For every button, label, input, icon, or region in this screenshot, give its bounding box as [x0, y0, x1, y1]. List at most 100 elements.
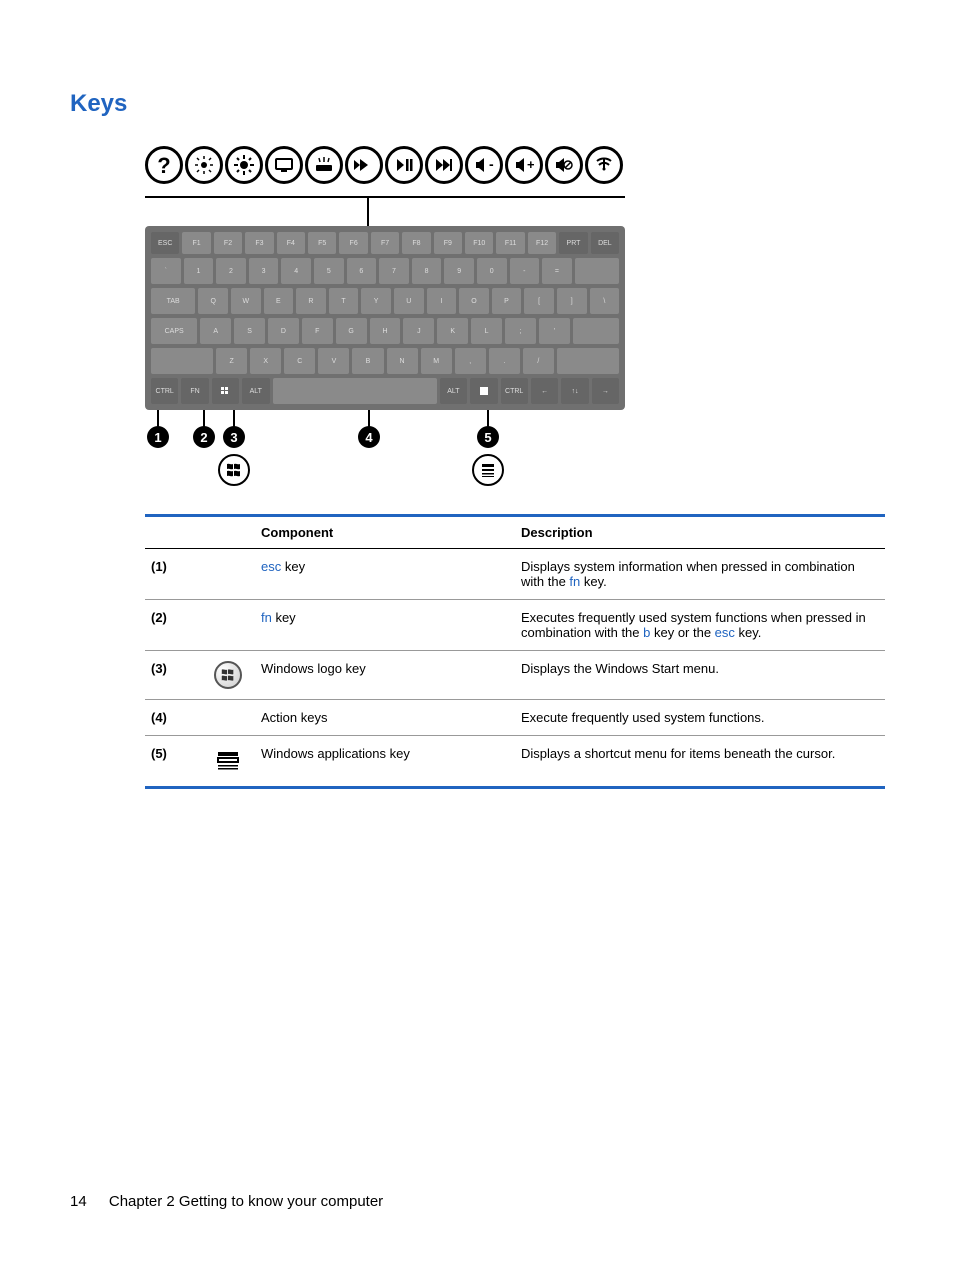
- key-1: 1: [184, 258, 214, 284]
- key-v: V: [318, 348, 349, 374]
- brightness-up-icon: [225, 146, 263, 184]
- key-w: W: [231, 288, 261, 314]
- key-]: ]: [557, 288, 587, 314]
- row-number: (2): [145, 600, 200, 651]
- row-icon-cell: [200, 549, 255, 600]
- key-caps: caps: [151, 318, 197, 344]
- table-row: (4)Action keysExecute frequently used sy…: [145, 700, 885, 736]
- key--: -: [510, 258, 540, 284]
- key-prt: prt: [559, 232, 587, 254]
- key-f7: f7: [371, 232, 399, 254]
- page-footer: 14 Chapter 2 Getting to know your comput…: [70, 1193, 383, 1210]
- action-icon-row: ?-+: [145, 146, 884, 184]
- callout-numbers: 1 2 3 4 5: [145, 416, 884, 496]
- key-l: L: [471, 318, 502, 344]
- key-n: N: [387, 348, 418, 374]
- key-esc: esc: [151, 232, 179, 254]
- key-f10: f10: [465, 232, 493, 254]
- callout-4: 4: [358, 426, 380, 448]
- component-description: Displays system information when pressed…: [515, 549, 885, 600]
- key-p: P: [492, 288, 522, 314]
- key-↑↓: ↑↓: [561, 378, 588, 404]
- component-name: fn key: [255, 600, 515, 651]
- row-number: (4): [145, 700, 200, 736]
- key-win: [212, 378, 239, 404]
- component-name: Windows applications key: [255, 736, 515, 788]
- key-2: 2: [216, 258, 246, 284]
- key-backspace: [575, 258, 619, 284]
- table-row: (2)fn keyExecutes frequently used system…: [145, 600, 885, 651]
- key-app: [470, 378, 497, 404]
- row-icon-cell: [200, 736, 255, 788]
- key-f6: f6: [339, 232, 367, 254]
- key-[: [: [524, 288, 554, 314]
- key-0: 0: [477, 258, 507, 284]
- key-q: Q: [198, 288, 228, 314]
- key-alt: alt: [242, 378, 269, 404]
- key-3: 3: [249, 258, 279, 284]
- key-m: M: [421, 348, 452, 374]
- key-;: ;: [505, 318, 536, 344]
- key-,: ,: [455, 348, 486, 374]
- key-t: T: [329, 288, 359, 314]
- key-ctrl: ctrl: [501, 378, 528, 404]
- key-o: O: [459, 288, 489, 314]
- key-fn: fn: [181, 378, 208, 404]
- key-=: =: [542, 258, 572, 284]
- component-description: Execute frequently used system functions…: [515, 700, 885, 736]
- component-description: Displays the Windows Start menu.: [515, 651, 885, 700]
- key-f8: f8: [402, 232, 430, 254]
- wireless-icon: [585, 146, 623, 184]
- key-f9: f9: [434, 232, 462, 254]
- component-name: Windows logo key: [255, 651, 515, 700]
- windows-logo-icon: [218, 454, 250, 486]
- key-f4: f4: [277, 232, 305, 254]
- header-component: Component: [255, 516, 515, 549]
- components-table: Component Description (1)esc keyDisplays…: [145, 514, 885, 789]
- key-u: U: [394, 288, 424, 314]
- row-icon-cell: [200, 600, 255, 651]
- key-tab: tab: [151, 288, 195, 314]
- key-.: .: [489, 348, 520, 374]
- key-space: [273, 378, 437, 404]
- key-i: I: [427, 288, 457, 314]
- key-j: J: [403, 318, 434, 344]
- next-track-icon: [425, 146, 463, 184]
- row-number: (1): [145, 549, 200, 600]
- key-a: A: [200, 318, 231, 344]
- key-g: G: [336, 318, 367, 344]
- key-z: Z: [216, 348, 247, 374]
- key-ctrl: ctrl: [151, 378, 178, 404]
- windows-logo-icon: [214, 661, 242, 689]
- key-s: S: [234, 318, 265, 344]
- key-k: K: [437, 318, 468, 344]
- key-f11: f11: [496, 232, 524, 254]
- apps-key-icon: [213, 746, 243, 776]
- callout-3: 3: [223, 426, 245, 448]
- key-y: Y: [361, 288, 391, 314]
- key-4: 4: [281, 258, 311, 284]
- row-icon-cell: [200, 700, 255, 736]
- brightness-down-icon: [185, 146, 223, 184]
- row-number: (3): [145, 651, 200, 700]
- key-6: 6: [347, 258, 377, 284]
- header-description: Description: [515, 516, 885, 549]
- key-del: del: [591, 232, 619, 254]
- key-f5: f5: [308, 232, 336, 254]
- play-pause-icon: [385, 146, 423, 184]
- callout-2: 2: [193, 426, 215, 448]
- key-7: 7: [379, 258, 409, 284]
- row-icon-cell: [200, 651, 255, 700]
- key-c: C: [284, 348, 315, 374]
- switch-display-icon: [265, 146, 303, 184]
- svg-text:+: +: [527, 157, 534, 172]
- table-row: (1) esc keyDisplays system information wh…: [145, 549, 885, 600]
- key-x: X: [250, 348, 281, 374]
- key-d: D: [268, 318, 299, 344]
- keyboard-illustration: escf1f2f3f4f5f6f7f8f9f10f11f12prtdel`123…: [145, 226, 625, 410]
- key-shift: [557, 348, 619, 374]
- key-f: F: [302, 318, 333, 344]
- component-description: Displays a shortcut menu for items benea…: [515, 736, 885, 788]
- mute-icon: [545, 146, 583, 184]
- component-name: esc key: [255, 549, 515, 600]
